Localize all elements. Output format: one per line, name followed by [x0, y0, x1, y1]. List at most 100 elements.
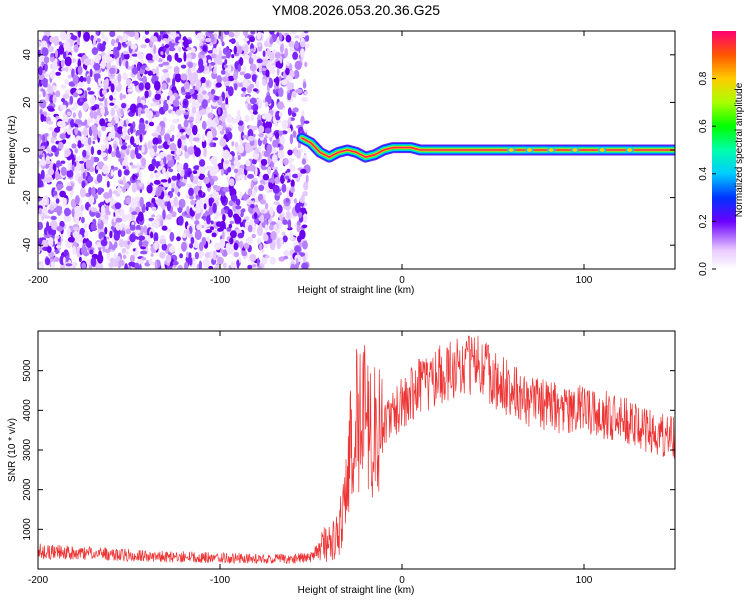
heatmap-noise-cell [286, 75, 293, 81]
heatmap-noise-cell [201, 120, 207, 130]
heatmap-noise-cell [131, 53, 139, 57]
heatmap-noise-cell [196, 32, 204, 40]
heatmap-noise-cell [185, 92, 191, 96]
heatmap-noise-cell [259, 223, 262, 232]
heatmap-noise-cell [196, 223, 203, 230]
heatmap-noise-cell [206, 215, 211, 225]
heatmap-noise-cell [161, 82, 168, 90]
heatmap-noise-cell [172, 77, 176, 88]
heatmap-noise-cell [90, 257, 97, 267]
heatmap-noise-cell [192, 124, 198, 136]
heatmap-noise-cell [41, 145, 46, 150]
colorbar-tick-label: 0.2 [698, 214, 709, 228]
heatmap-noise-cell [50, 228, 57, 236]
heatmap-noise-cell [85, 240, 93, 249]
heatmap-noise-cell [100, 60, 107, 69]
heatmap-noise-cell [118, 57, 122, 67]
heatmap-noise-cell [164, 196, 171, 202]
heatmap-noise-cell [116, 126, 124, 135]
heatmap-noise-cell [223, 209, 229, 215]
heatmap-noise-cell [138, 122, 146, 132]
heatmap-noise-cell [55, 205, 62, 213]
heatmap-noise-cell [264, 224, 269, 232]
heatmap-noise-cell [168, 90, 173, 97]
heatmap-noise-cell [38, 213, 43, 217]
heatmap-noise-cell [100, 152, 108, 158]
heatmap-noise-cell [239, 209, 244, 218]
heatmap-noise-cell [238, 123, 245, 132]
heatmap-noise-cell [287, 149, 293, 156]
heatmap-noise-cell [162, 69, 169, 73]
heatmap-noise-cell [65, 66, 69, 73]
heatmap-noise-cell [220, 248, 224, 254]
heatmap-noise-cell [92, 140, 96, 145]
heatmap-noise-cell [89, 119, 94, 123]
heatmap-noise-cell [39, 154, 43, 160]
heatmap-noise-cell [249, 51, 252, 58]
heatmap-noise-cell [274, 52, 282, 59]
heatmap-noise-cell [87, 87, 91, 91]
heatmap-noise-cell [236, 259, 240, 269]
heatmap-noise-cell [222, 186, 230, 193]
heatmap-noise-cell [213, 67, 217, 75]
heatmap-noise-cell [302, 81, 307, 89]
heatmap-noise-cell [75, 195, 80, 205]
heatmap-noise-cell [134, 262, 140, 269]
heatmap-noise-cell [56, 184, 62, 191]
heatmap-noise-cell [239, 240, 244, 249]
heatmap-noise-cell [191, 47, 196, 53]
heatmap-noise-cell [206, 80, 210, 87]
heatmap-noise-cell [119, 138, 123, 146]
heatmap-noise-cell [99, 263, 104, 269]
heatmap-noise-cell [200, 50, 206, 56]
heatmap-noise-cell [127, 144, 132, 149]
heatmap-noise-cell [144, 31, 149, 35]
heatmap-noise-cell [273, 201, 281, 205]
heatmap-noise-cell [145, 66, 150, 71]
heatmap-noise-cell [82, 102, 89, 112]
heatmap-noise-cell [114, 124, 118, 132]
heatmap-noise-cell [136, 135, 140, 142]
heatmap-noise-cell [212, 137, 219, 141]
heatmap-noise-cell [177, 123, 182, 131]
heatmap-noise-cell [122, 175, 126, 186]
heatmap-noise-cell [169, 245, 176, 253]
heatmap-noise-cell [228, 223, 233, 229]
heatmap-noise-cell [259, 216, 263, 222]
heatmap-noise-cell [71, 208, 75, 218]
heatmap-noise-cell [97, 86, 100, 91]
heatmap-noise-cell [201, 225, 205, 229]
heatmap-noise-cell [173, 66, 180, 75]
heatmap-noise-cell [150, 172, 154, 180]
heatmap-noise-cell [264, 40, 269, 47]
heatmap-noise-cell [126, 148, 130, 155]
heatmap-noise-cell [120, 229, 126, 237]
heatmap-noise-cell [120, 153, 125, 159]
heatmap-noise-cell [244, 73, 252, 80]
heatmap-noise-cell [225, 49, 231, 59]
heatmap-noise-cell [87, 175, 94, 183]
heatmap-noise-cell [39, 246, 43, 251]
heatmap-noise-cell [227, 64, 232, 74]
heatmap-noise-cell [246, 95, 250, 103]
heatmap-noise-cell [294, 202, 301, 214]
heatmap-noise-cell [74, 205, 81, 215]
heatmap-noise-cell [74, 126, 79, 135]
heatmap-noise-cell [258, 65, 262, 74]
heatmap-noise-cell [64, 149, 72, 157]
heatmap-noise-cell [38, 221, 44, 231]
heatmap-noise-cell [69, 95, 74, 105]
heatmap-noise-cell [171, 211, 177, 218]
heatmap-noise-cell [194, 147, 201, 158]
heatmap-noise-cell [165, 65, 173, 70]
heatmap-noise-cell [283, 249, 291, 257]
heatmap-noise-cell [48, 251, 54, 258]
heatmap-noise-cell [44, 63, 48, 72]
heatmap-noise-cell [247, 103, 252, 111]
heatmap-noise-cell [302, 213, 308, 224]
y-tick-label: -40 [22, 238, 33, 253]
heatmap-noise-cell [195, 213, 200, 221]
heatmap-noise-cell [278, 130, 284, 136]
heatmap-noise-cell [285, 67, 290, 76]
heatmap-noise-cell [293, 69, 300, 79]
